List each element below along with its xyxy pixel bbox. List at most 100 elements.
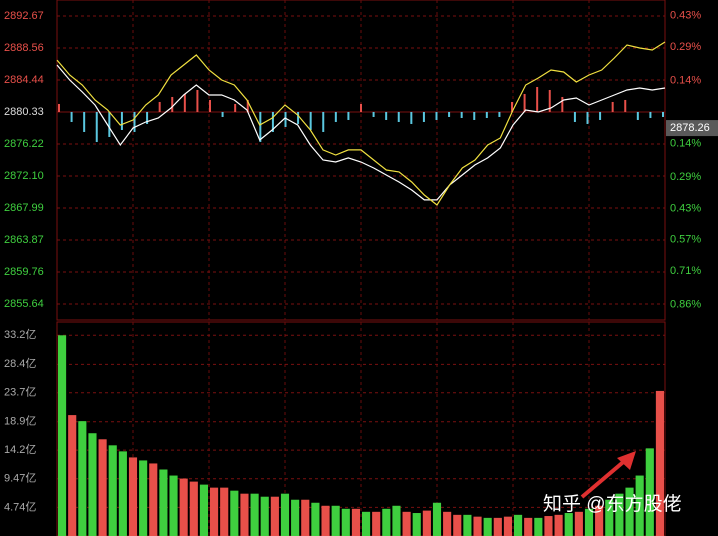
breadth-bar <box>271 111 274 132</box>
breadth-bar <box>573 111 576 122</box>
last-price: 2878.26 <box>670 122 710 134</box>
arrow-head <box>617 451 636 470</box>
breadth-bar <box>511 101 513 112</box>
volume-bar <box>68 415 77 536</box>
breadth-bar <box>422 111 425 122</box>
volume-bar <box>645 448 654 536</box>
volume-bar <box>280 493 290 536</box>
volume-bar <box>301 499 310 536</box>
breadth-bar <box>498 111 501 117</box>
volume-bar <box>189 481 198 536</box>
breadth-bar <box>221 111 224 117</box>
breadth-bar <box>146 111 149 124</box>
breadth-bar <box>410 111 413 124</box>
breadth-bar <box>636 111 639 120</box>
volume-bar <box>311 502 320 536</box>
volume-bar <box>584 508 594 536</box>
y2-tick-label: 0.14% <box>670 137 701 149</box>
y-tick-label: 2859.76 <box>4 266 44 278</box>
breadth-bar <box>561 96 564 112</box>
volume-bar <box>139 460 148 536</box>
y-tick-label: 33.2亿 <box>4 328 36 341</box>
volume-bar <box>574 511 583 536</box>
y-tick-label: 9.47亿 <box>4 472 36 485</box>
breadth-bar <box>473 111 476 120</box>
volume-bar <box>321 505 330 536</box>
breadth-bar <box>108 111 111 137</box>
y-tick-label: 2872.10 <box>4 170 44 182</box>
y-tick-label: 4.74亿 <box>4 500 36 513</box>
y-tick-label: 14.2亿 <box>4 443 36 456</box>
volume-bar <box>159 469 168 536</box>
y-tick-label: 2876.22 <box>4 138 44 150</box>
breadth-bar <box>120 111 123 130</box>
volume-bar <box>118 451 127 536</box>
price-line <box>56 41 666 206</box>
y2-tick-label: 0.29% <box>670 41 701 53</box>
volume-bar <box>524 517 533 536</box>
breadth-bar <box>158 101 161 112</box>
volume-bar <box>615 493 624 536</box>
volume-bar <box>98 439 107 536</box>
volume-bar <box>199 484 208 536</box>
breadth-bar <box>171 96 174 112</box>
volume-bar <box>382 508 391 536</box>
volume-bar <box>554 514 563 536</box>
volume-bar <box>493 517 502 536</box>
breadth-bar <box>347 111 350 120</box>
y2-tick-label: 0.57% <box>670 234 701 246</box>
breadth-bar <box>397 111 400 122</box>
volume-bar <box>463 514 472 536</box>
volume-bar <box>432 502 442 536</box>
breadth-bar <box>536 86 539 112</box>
y-tick-label: 18.9亿 <box>4 415 36 428</box>
breadth-bar <box>209 99 211 112</box>
breadth-bar <box>234 103 237 112</box>
volume-bar <box>453 514 462 536</box>
breadth-bar <box>372 111 375 117</box>
volume-bar <box>564 513 573 536</box>
breadth-bar <box>196 89 199 112</box>
volume-bar <box>473 516 482 536</box>
volume-bar <box>625 487 634 536</box>
volume-bar <box>270 496 279 536</box>
volume-bar <box>372 511 381 536</box>
breadth-bar <box>309 111 312 130</box>
breadth-bar <box>624 99 627 112</box>
volume-bar <box>503 516 512 536</box>
volume-bar <box>341 508 350 536</box>
volume-bar <box>210 487 219 536</box>
y-tick-label: 28.4亿 <box>4 357 36 370</box>
volume-bar <box>78 421 87 536</box>
y2-tick-label: 0.71% <box>670 265 701 277</box>
volume-bar <box>514 514 523 536</box>
breadth-bar <box>523 93 526 112</box>
price-line <box>56 64 666 201</box>
y2-tick-label: 0.29% <box>670 171 701 183</box>
y2-tick-label: 0.43% <box>670 10 701 22</box>
y2-tick-label: 0.14% <box>670 75 701 87</box>
volume-bar <box>291 499 300 536</box>
volume-bar <box>605 499 614 536</box>
y-tick-label: 2855.64 <box>4 298 44 310</box>
breadth-bar <box>662 111 664 117</box>
y-tick-label: 2880.33 <box>4 106 44 118</box>
volume-bar <box>655 390 664 536</box>
volume-bar <box>108 445 117 536</box>
breadth-bar <box>183 93 186 112</box>
breadth-bar <box>246 99 249 112</box>
volume-bar <box>240 493 249 536</box>
volume-bar <box>169 475 178 536</box>
breadth-bar <box>322 111 325 132</box>
breadth-bar <box>297 111 300 124</box>
volume-bar <box>534 517 543 536</box>
breadth-bar <box>133 111 136 132</box>
volume-bar <box>88 433 97 536</box>
volume-bar <box>392 505 401 536</box>
y-tick-label: 2888.56 <box>4 42 44 54</box>
volume-bar <box>595 505 604 536</box>
breadth-bar <box>360 103 362 112</box>
breadth-bar <box>70 111 73 122</box>
